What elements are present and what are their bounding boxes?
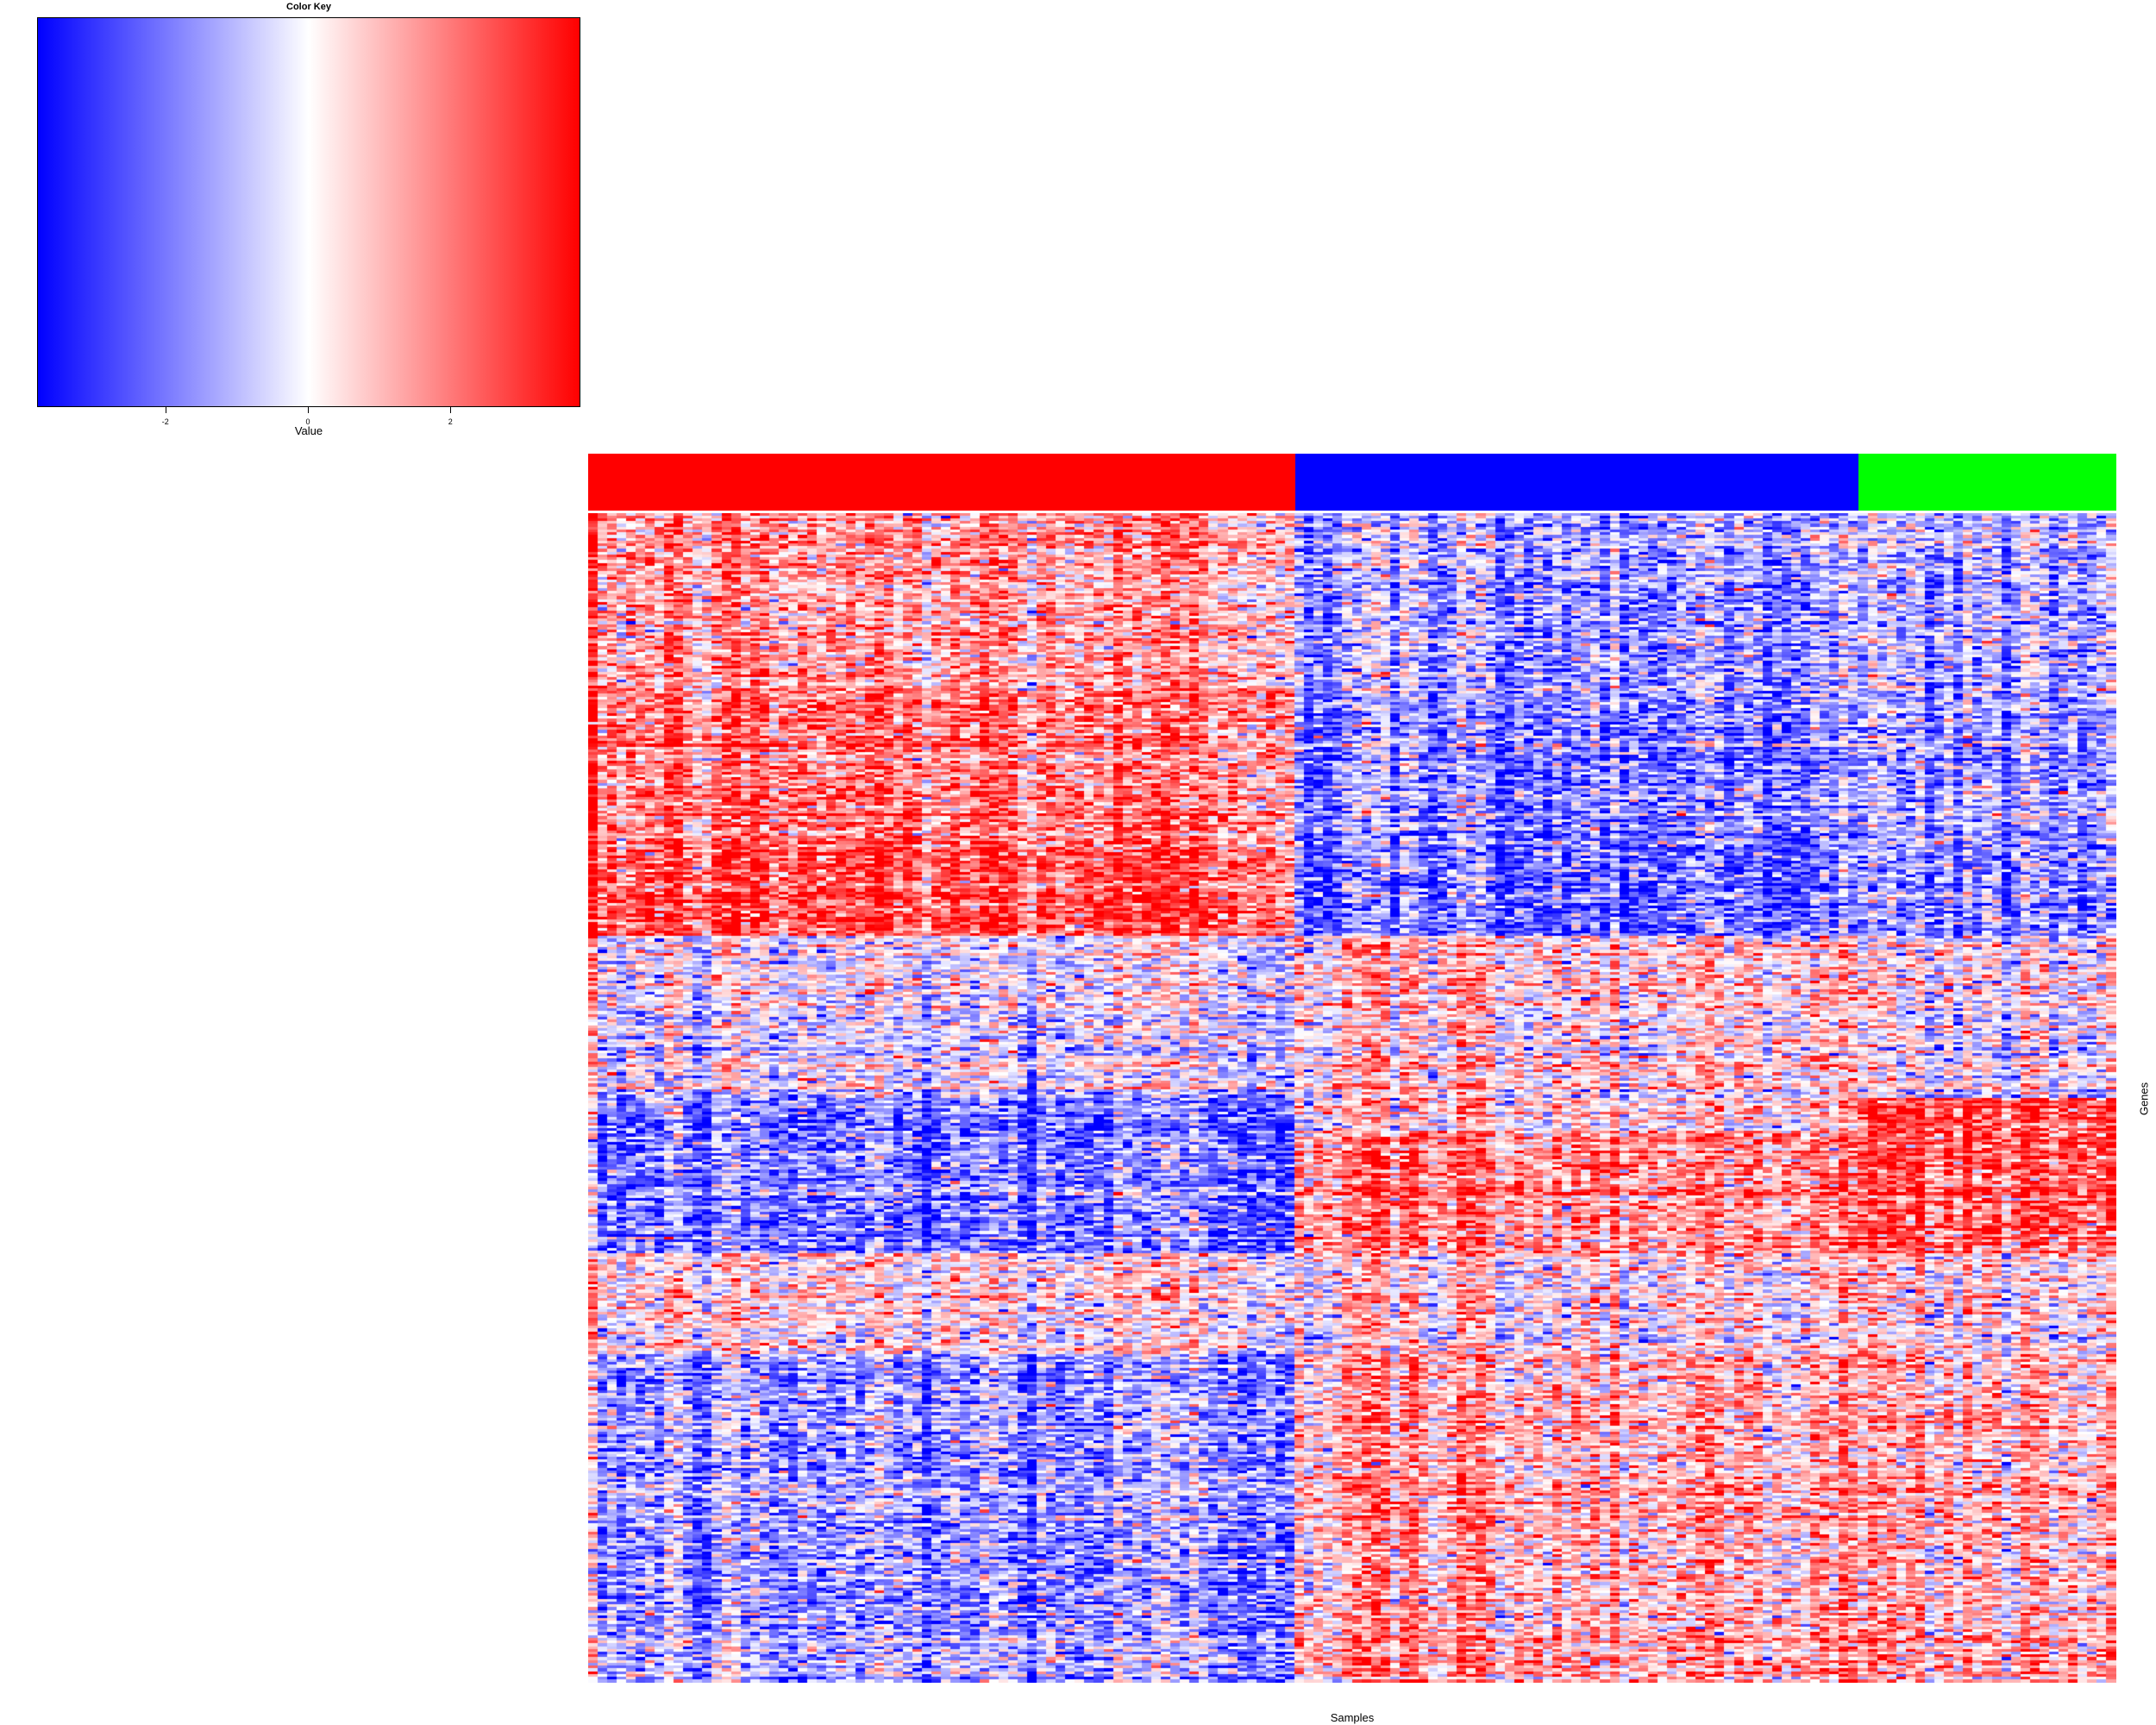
color-key-tick-label: 0 xyxy=(305,417,310,426)
sample-group-1 xyxy=(588,454,1295,511)
color-key-title: Color Key xyxy=(286,2,331,12)
sample-group-2 xyxy=(1294,454,1858,511)
color-key-gradient xyxy=(37,17,580,407)
sample-group-3 xyxy=(1858,454,2116,511)
heatmap-cells xyxy=(588,513,2116,1683)
y-axis-label: Genes xyxy=(2137,1082,2151,1116)
x-axis-label: Samples xyxy=(1330,1711,1375,1724)
color-key-tick-label: 2 xyxy=(448,417,453,426)
color-key-tick-mark xyxy=(308,406,309,413)
color-key-tick-mark xyxy=(450,406,452,413)
color-key-tick-label: -2 xyxy=(161,417,169,426)
color-key-xlabel: Value xyxy=(294,424,323,437)
